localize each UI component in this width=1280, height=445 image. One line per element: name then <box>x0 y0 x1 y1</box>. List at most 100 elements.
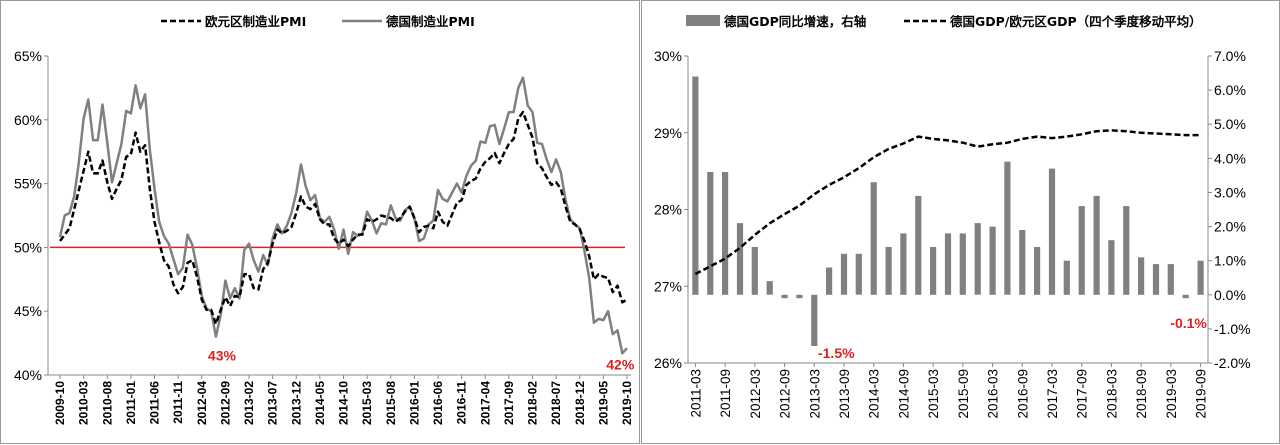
bar-gdp-growth <box>1197 260 1204 295</box>
bar-gdp-growth <box>1078 206 1085 295</box>
gdp-chart: 德国GDP同比增速，右轴 德国GDP/欧元区GDP（四个季度移动平均） 30% 29%… <box>654 14 1251 419</box>
x-tick-label: 2019-03 <box>1164 369 1179 419</box>
y-right-tick-label: 6.0% <box>1214 82 1246 98</box>
bar-gdp-growth <box>1108 240 1115 295</box>
x-tick-label: 2018-02 <box>526 381 540 425</box>
y-right-tick-label: 5.0% <box>1214 116 1246 132</box>
bar-gdp-growth <box>811 294 818 346</box>
x-tick-label: 2011-11 <box>171 381 185 424</box>
x-tick-label: 2019-10 <box>620 381 634 425</box>
x-tick-label: 2016-01 <box>407 381 421 425</box>
legend-label-gdp-share: 德国GDP/欧元区GDP（四个季度移动平均） <box>950 14 1202 29</box>
bar-gdp-growth <box>766 281 773 295</box>
bar-gdp-growth <box>915 195 922 295</box>
bar-gdp-growth <box>930 247 937 295</box>
x-tick-label: 2013-12 <box>289 381 303 425</box>
legend-label-eurozone-pmi: 欧元区制造业PMI <box>205 14 306 29</box>
x-tick-label: 2011-09 <box>718 369 733 418</box>
x-tick-label: 2011-01 <box>124 381 138 425</box>
bar-gdp-growth <box>840 253 848 295</box>
annotation-low-2012: 43% <box>208 348 237 364</box>
series-line-germany-pmi <box>58 76 628 355</box>
y-tick-label: 60% <box>14 112 42 128</box>
x-tick-label: 2018-12 <box>573 381 587 425</box>
x-tick-label: 2017-04 <box>478 381 492 425</box>
x-tick-label: 2013-02 <box>242 381 256 425</box>
annotation-2019-06: -0.1% <box>1170 315 1207 331</box>
y-right-tick-label: 0.0% <box>1214 287 1246 303</box>
bar-gdp-growth <box>1063 260 1070 295</box>
x-tick-label: 2011-06 <box>148 381 162 425</box>
bar-gdp-growth <box>707 172 714 295</box>
x-tick-label: 2013-07 <box>266 381 280 425</box>
y-left-tick-label: 26% <box>654 355 682 371</box>
annotation-2013-03: -1.5% <box>818 345 855 361</box>
y-left-tick-label: 27% <box>654 278 682 294</box>
x-tick-label: 2010-08 <box>100 381 114 425</box>
x-tick-label: 2014-10 <box>337 381 351 425</box>
x-tick-label: 2018-03 <box>1104 369 1119 419</box>
y-right-tick-label: -1.0% <box>1214 321 1251 337</box>
bar-gdp-growth <box>855 253 862 295</box>
bar-gdp-growth <box>796 294 803 299</box>
x-tick-label: 2014-09 <box>896 369 911 419</box>
bar-gdp-growth <box>959 233 966 295</box>
x-tick-label: 2015-08 <box>384 381 398 425</box>
bar-gdp-growth <box>1167 264 1174 295</box>
x-tick-label: 2013-03 <box>807 369 822 419</box>
x-tick-label: 2013-09 <box>837 369 852 419</box>
legend-label-gdp-growth: 德国GDP同比增速，右轴 <box>724 14 866 29</box>
bar-gdp-growth <box>692 76 699 295</box>
bar-gdp-growth <box>1138 257 1145 295</box>
legend-swatch-gdp-growth <box>686 15 720 26</box>
y-tick-label: 45% <box>14 303 42 319</box>
series-line-gdp-share <box>694 129 1201 276</box>
bar-gdp-growth <box>885 247 892 295</box>
y-left-tick-label: 28% <box>654 202 682 218</box>
x-tick-label: 2016-09 <box>1015 369 1030 419</box>
pmi-chart: 欧元区制造业PMI 德国制造业PMI 65% 60% 55% 50% 45% 40% 2009-… <box>14 14 635 425</box>
x-tick-label: 2015-03 <box>926 369 941 419</box>
y-right-tick-label: 4.0% <box>1214 150 1246 166</box>
x-tick-label: 2012-03 <box>748 369 763 419</box>
x-tick-label: 2017-03 <box>1045 369 1060 419</box>
x-tick-label: 2019-05 <box>596 381 610 425</box>
x-tick-label: 2014-03 <box>867 369 882 419</box>
y-right-tick-label: 3.0% <box>1214 184 1246 200</box>
x-tick-label: 2018-07 <box>549 381 563 425</box>
bar-gdp-growth <box>736 223 744 295</box>
x-tick-label: 2012-04 <box>195 381 209 425</box>
x-tick-label: 2016-03 <box>986 369 1001 419</box>
legend-label-germany-pmi: 德国制造业PMI <box>386 14 475 29</box>
bar-gdp-growth <box>944 233 952 295</box>
x-tick-label: 2015-03 <box>360 381 374 425</box>
x-tick-label: 2017-09 <box>502 381 516 425</box>
x-tick-label: 2012-09 <box>778 369 793 419</box>
bar-gdp-growth <box>722 172 729 295</box>
y-left-tick-label: 29% <box>654 125 682 141</box>
y-right-tick-label: 1.0% <box>1214 253 1246 269</box>
y-right-tick-label: 7.0% <box>1214 48 1246 64</box>
annotation-low-2019: 42% <box>606 356 635 372</box>
y-tick-label: 55% <box>14 176 42 192</box>
x-tick-label: 2019-09 <box>1194 369 1209 419</box>
bar-gdp-growth <box>1093 195 1100 295</box>
bar-gdp-growth <box>1019 230 1026 295</box>
bar-gdp-growth <box>1034 247 1041 295</box>
left-chart-panel: 欧元区制造业PMI 德国制造业PMI 65% 60% 55% 50% 45% 40% 2009-… <box>0 0 640 444</box>
y-left-tick-label: 30% <box>654 48 682 64</box>
y-tick-label: 65% <box>14 48 42 64</box>
x-tick-label: 2016-06 <box>431 381 445 425</box>
right-chart-panel: 德国GDP同比增速，右轴 德国GDP/欧元区GDP（四个季度移动平均） 30% 29%… <box>641 0 1280 444</box>
bar-gdp-growth <box>900 233 907 295</box>
bar-gdp-growth <box>826 267 833 295</box>
x-tick-label: 2014-05 <box>313 381 327 425</box>
bar-gdp-growth <box>1004 161 1011 295</box>
bar-gdp-growth <box>870 182 877 295</box>
x-tick-label: 2018-09 <box>1134 369 1149 419</box>
y-right-tick-label: -2.0% <box>1214 355 1251 371</box>
y-right-tick-label: 2.0% <box>1214 219 1246 235</box>
bar-gdp-growth <box>751 247 758 295</box>
bar-gdp-growth <box>989 226 996 295</box>
y-tick-label: 50% <box>14 239 42 255</box>
